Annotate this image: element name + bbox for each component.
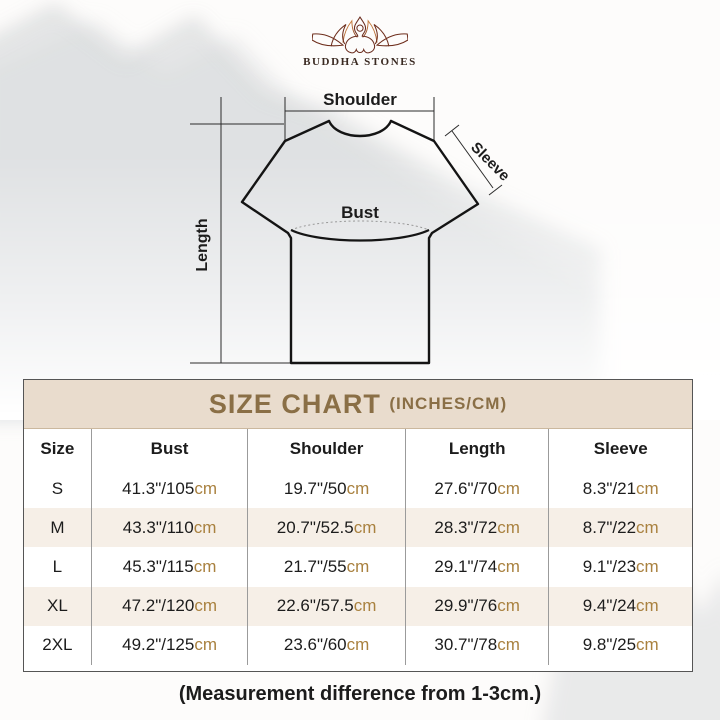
svg-text:Length: Length [194, 218, 211, 271]
svg-text:Shoulder: Shoulder [323, 90, 397, 109]
svg-text:Bust: Bust [341, 203, 379, 222]
